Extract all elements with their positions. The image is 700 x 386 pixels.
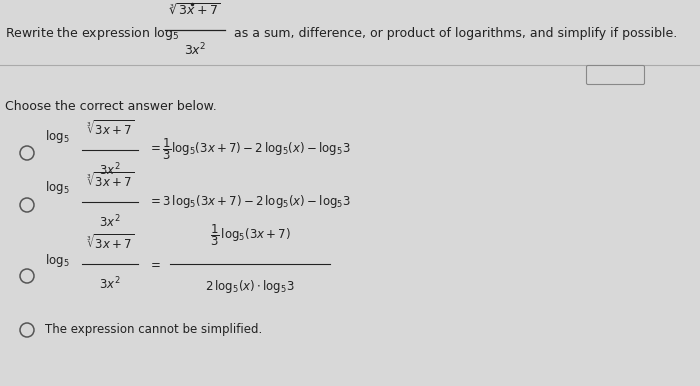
- Text: $3x^{2}$: $3x^{2}$: [99, 162, 120, 179]
- Text: $3x^{2}$: $3x^{2}$: [99, 276, 120, 293]
- Text: $\mathrm{log}_{5}$: $\mathrm{log}_{5}$: [45, 179, 69, 196]
- Text: $=3\,\mathrm{log}_{5}(3x+7)-2\,\mathrm{log}_{5}(x)-\mathrm{log}_{5}3$: $=3\,\mathrm{log}_{5}(3x+7)-2\,\mathrm{l…: [148, 193, 351, 210]
- Text: $\sqrt[3]{3x+7}$: $\sqrt[3]{3x+7}$: [169, 3, 220, 18]
- Text: The expression cannot be simplified.: The expression cannot be simplified.: [45, 323, 262, 337]
- Text: $\mathrm{log}_{5}$: $\mathrm{log}_{5}$: [45, 128, 69, 145]
- Text: $3x^{2}$: $3x^{2}$: [99, 214, 120, 230]
- Text: $\mathrm{log}_{5}$: $\mathrm{log}_{5}$: [45, 252, 69, 269]
- Text: $\sqrt[3]{3x+7}$: $\sqrt[3]{3x+7}$: [86, 233, 134, 252]
- FancyBboxPatch shape: [587, 66, 645, 85]
- Text: $2\,\mathrm{log}_{5}(x)\cdot\mathrm{log}_{5}3$: $2\,\mathrm{log}_{5}(x)\cdot\mathrm{log}…: [205, 278, 295, 295]
- Text: $3x^{2}$: $3x^{2}$: [183, 42, 206, 59]
- Text: as a sum, difference, or product of logarithms, and simplify if possible.: as a sum, difference, or product of loga…: [230, 27, 678, 41]
- Text: $=$: $=$: [148, 257, 161, 271]
- Text: $=\dfrac{1}{3}\mathrm{log}_{5}(3x+7)-2\,\mathrm{log}_{5}(x)-\mathrm{log}_{5}3$: $=\dfrac{1}{3}\mathrm{log}_{5}(3x+7)-2\,…: [148, 136, 351, 162]
- Text: $\sqrt[3]{3x+7}$: $\sqrt[3]{3x+7}$: [86, 119, 134, 138]
- Text: Choose the correct answer below.: Choose the correct answer below.: [5, 100, 217, 113]
- Text: ...: ...: [610, 70, 620, 80]
- Text: $\sqrt[3]{3x+7}$: $\sqrt[3]{3x+7}$: [86, 171, 134, 190]
- Text: Rewrite the expression $\mathrm{log}_{5}$: Rewrite the expression $\mathrm{log}_{5}…: [5, 25, 179, 42]
- Text: $\dfrac{1}{3}\,\mathrm{log}_{5}(3x+7)$: $\dfrac{1}{3}\,\mathrm{log}_{5}(3x+7)$: [209, 222, 290, 248]
